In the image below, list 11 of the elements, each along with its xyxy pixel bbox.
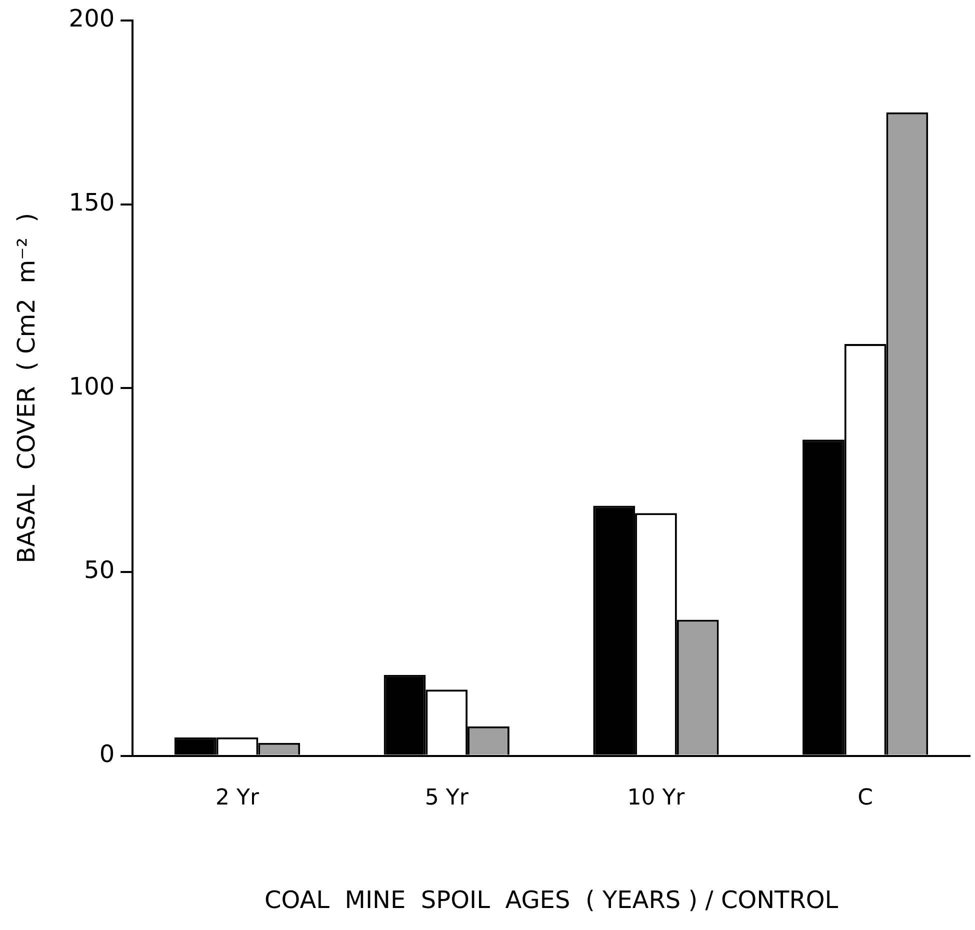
y-tick-label: 200: [68, 4, 115, 33]
y-axis-title: BASAL COVER ( Cm2 m⁻² ): [12, 212, 41, 564]
x-tick-label: 10 Yr: [627, 786, 686, 811]
y-tick-label: 150: [68, 188, 115, 216]
y-tick-label: 0: [99, 740, 115, 768]
x-axis-title: COAL MINE SPOIL AGES ( YEARS ) / CONTROL: [264, 886, 839, 914]
x-tick-label: C: [858, 786, 874, 811]
y-tick-label: 100: [68, 372, 115, 400]
x-tick-label: 2 Yr: [216, 786, 260, 811]
x-tick-label: 5 Yr: [424, 786, 470, 811]
y-tick-label: 50: [84, 556, 115, 584]
